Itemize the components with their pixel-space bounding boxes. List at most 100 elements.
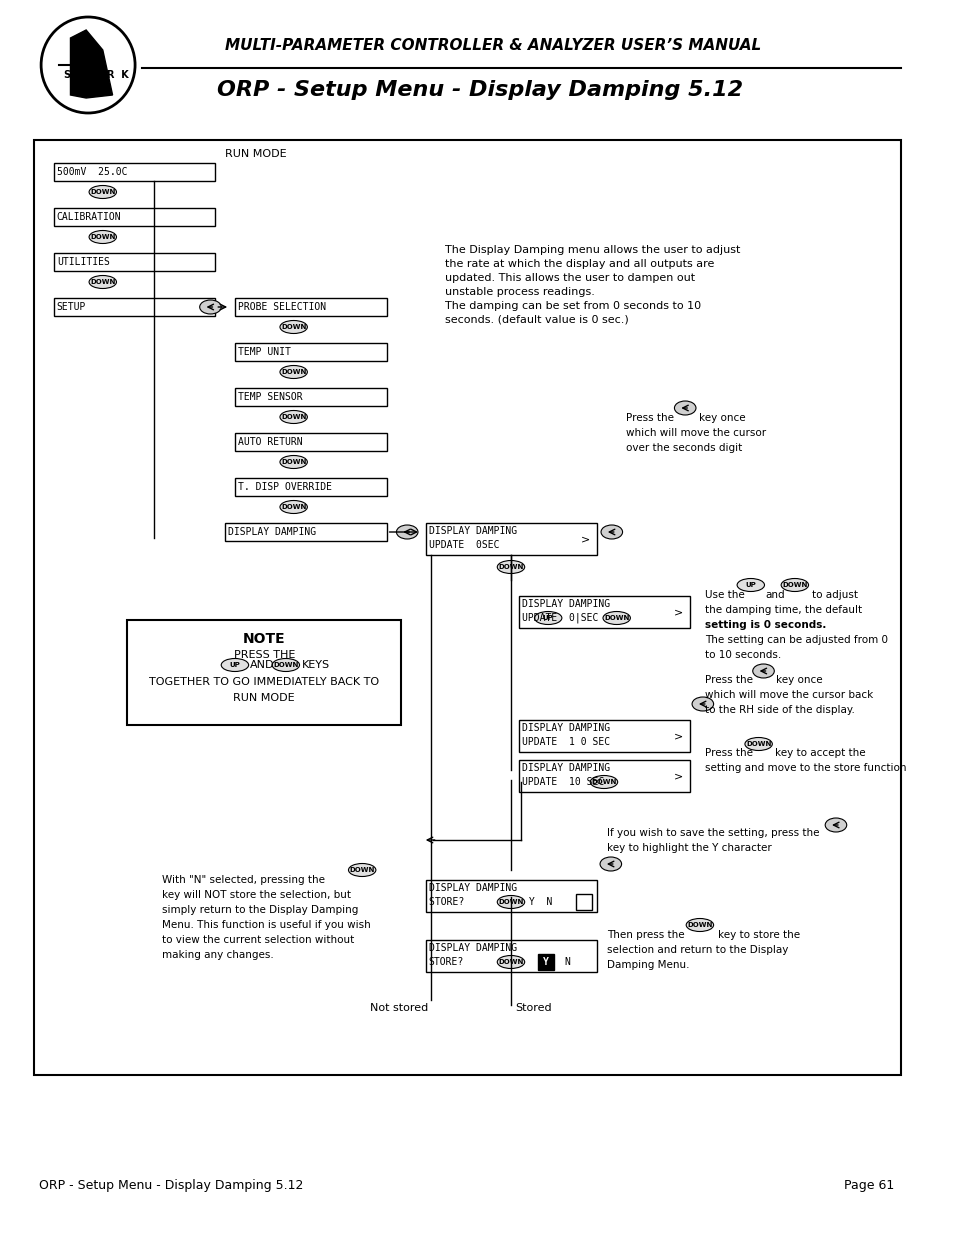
Text: PRESS THE: PRESS THE (233, 650, 294, 659)
Text: TOGETHER TO GO IMMEDIATELY BACK TO: TOGETHER TO GO IMMEDIATELY BACK TO (149, 677, 379, 687)
Ellipse shape (279, 410, 307, 424)
Text: Press the: Press the (704, 676, 752, 685)
Ellipse shape (744, 737, 772, 751)
Text: The setting can be adjusted from 0: The setting can be adjusted from 0 (704, 635, 887, 645)
Text: KEYS: KEYS (301, 659, 330, 671)
Bar (53, 298, 215, 316)
Text: N: N (564, 957, 570, 967)
FancyBboxPatch shape (127, 620, 401, 725)
Ellipse shape (534, 611, 561, 625)
Bar (34, 140, 900, 1074)
Text: UPDATE  1 0 SEC: UPDATE 1 0 SEC (521, 737, 609, 747)
Ellipse shape (590, 776, 617, 788)
Text: Stored: Stored (515, 1003, 551, 1013)
Text: DOWN: DOWN (686, 923, 712, 927)
Text: TEMP SENSOR: TEMP SENSOR (237, 391, 302, 403)
Polygon shape (71, 30, 112, 98)
Text: DISPLAY DAMPING: DISPLAY DAMPING (428, 944, 517, 953)
Bar (518, 597, 689, 629)
Text: DISPLAY DAMPING: DISPLAY DAMPING (228, 527, 315, 537)
Text: DISPLAY DAMPING: DISPLAY DAMPING (428, 526, 517, 536)
Text: making any changes.: making any changes. (161, 950, 273, 960)
Text: Then press the: Then press the (606, 930, 684, 940)
Text: ORP - Setup Menu - Display Damping 5.12: ORP - Setup Menu - Display Damping 5.12 (217, 80, 742, 100)
Text: DOWN: DOWN (281, 504, 306, 510)
Text: DOWN: DOWN (497, 899, 523, 905)
Text: the damping time, the default: the damping time, the default (704, 605, 861, 615)
Text: RUN MODE: RUN MODE (225, 149, 287, 159)
Text: DISPLAY DAMPING: DISPLAY DAMPING (521, 763, 609, 773)
Bar (537, 953, 554, 969)
Ellipse shape (691, 697, 713, 711)
Bar (518, 760, 689, 792)
Text: setting is 0 seconds.: setting is 0 seconds. (704, 620, 825, 630)
Text: DOWN: DOWN (273, 662, 298, 668)
Bar (53, 163, 215, 182)
Text: Press the: Press the (704, 748, 752, 758)
Text: S  H  A  R  K: S H A R K (64, 70, 129, 80)
Ellipse shape (272, 658, 299, 672)
Ellipse shape (497, 561, 524, 573)
Ellipse shape (279, 500, 307, 514)
Text: Use the: Use the (704, 590, 743, 600)
Text: key once: key once (776, 676, 822, 685)
Ellipse shape (279, 321, 307, 333)
Text: simply return to the Display Damping: simply return to the Display Damping (161, 905, 357, 915)
Ellipse shape (396, 525, 417, 538)
Bar (234, 298, 386, 316)
Text: PROBE SELECTION: PROBE SELECTION (237, 303, 326, 312)
Bar (225, 522, 386, 541)
Bar (234, 388, 386, 406)
Text: over the seconds digit: over the seconds digit (626, 443, 742, 453)
Text: Press the: Press the (626, 412, 674, 424)
Text: to the RH side of the display.: to the RH side of the display. (704, 705, 854, 715)
Text: DOWN: DOWN (591, 779, 616, 785)
Text: DOWN: DOWN (281, 459, 306, 466)
Text: Damping Menu.: Damping Menu. (606, 960, 689, 969)
Text: 500mV  25.0C: 500mV 25.0C (57, 167, 127, 177)
Text: T. DISP OVERRIDE: T. DISP OVERRIDE (237, 482, 332, 492)
Text: key to store the: key to store the (717, 930, 799, 940)
Text: to 10 seconds.: to 10 seconds. (704, 650, 781, 659)
Text: TEMP UNIT: TEMP UNIT (237, 347, 291, 357)
Text: RUN MODE: RUN MODE (233, 693, 294, 703)
Bar (575, 894, 592, 910)
Ellipse shape (89, 231, 116, 243)
Ellipse shape (279, 366, 307, 378)
Text: to view the current selection without: to view the current selection without (161, 935, 354, 945)
Text: DOWN: DOWN (281, 324, 306, 330)
Text: DOWN: DOWN (745, 741, 771, 747)
Text: NOTE: NOTE (243, 632, 285, 646)
Text: key to accept the: key to accept the (775, 748, 865, 758)
Text: DISPLAY DAMPING: DISPLAY DAMPING (521, 722, 609, 734)
Ellipse shape (497, 895, 524, 909)
Text: With "N" selected, pressing the: With "N" selected, pressing the (161, 876, 324, 885)
Text: The Display Damping menu allows the user to adjust
the rate at which the display: The Display Damping menu allows the user… (445, 245, 740, 325)
Ellipse shape (89, 185, 116, 199)
Text: key will NOT store the selection, but: key will NOT store the selection, but (161, 890, 350, 900)
Ellipse shape (348, 863, 375, 877)
Text: Menu. This function is useful if you wish: Menu. This function is useful if you wis… (161, 920, 370, 930)
Text: STORE?           Y  N: STORE? Y N (428, 897, 552, 906)
Bar (425, 522, 597, 555)
Text: MULTI-PARAMETER CONTROLLER & ANALYZER USER’S MANUAL: MULTI-PARAMETER CONTROLLER & ANALYZER US… (225, 37, 760, 53)
Bar (425, 940, 597, 972)
Text: ORP - Setup Menu - Display Damping 5.12: ORP - Setup Menu - Display Damping 5.12 (39, 1178, 303, 1192)
Text: CALIBRATION: CALIBRATION (57, 212, 121, 222)
Text: key once: key once (699, 412, 744, 424)
Text: DOWN: DOWN (90, 189, 115, 195)
Bar (234, 478, 386, 496)
Ellipse shape (674, 401, 696, 415)
Text: which will move the cursor: which will move the cursor (626, 429, 766, 438)
Text: STORE?: STORE? (428, 957, 463, 967)
Text: DISPLAY DAMPING: DISPLAY DAMPING (521, 599, 609, 609)
Text: DOWN: DOWN (90, 279, 115, 285)
Ellipse shape (737, 578, 763, 592)
Text: UP: UP (230, 662, 240, 668)
Text: DOWN: DOWN (497, 960, 523, 965)
Bar (53, 253, 215, 270)
Ellipse shape (600, 525, 622, 538)
Text: selection and return to the Display: selection and return to the Display (606, 945, 787, 955)
Text: and: and (764, 590, 784, 600)
Text: UTILITIES: UTILITIES (57, 257, 110, 267)
